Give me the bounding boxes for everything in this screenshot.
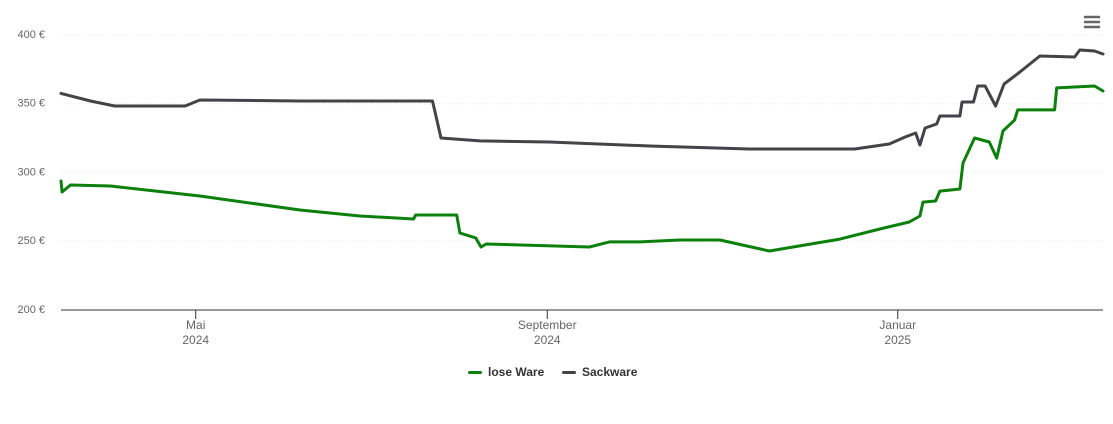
legend-swatch: [562, 370, 576, 374]
legend-item[interactable]: Sackware: [562, 365, 637, 379]
legend-label: lose Ware: [488, 365, 545, 379]
legend-label: Sackware: [582, 365, 638, 379]
data-line: [59, 48, 1105, 151]
x-tick-label: Mai 2024: [182, 318, 210, 347]
x-tick-label: September 2024: [517, 318, 577, 347]
data-line: [59, 84, 1105, 253]
y-tick-label: 350 €: [17, 98, 45, 110]
x-tick-label: Januar 2025: [879, 318, 917, 347]
menu-button[interactable]: [1082, 14, 1102, 32]
y-tick-label: 300 €: [17, 166, 45, 178]
legend-item[interactable]: lose Ware: [468, 365, 544, 379]
y-tick-label: 250 €: [17, 235, 45, 247]
y-tick-label: 400 €: [17, 29, 45, 41]
y-tick-label: 200 €: [17, 304, 45, 316]
legend-swatch: [468, 370, 482, 374]
